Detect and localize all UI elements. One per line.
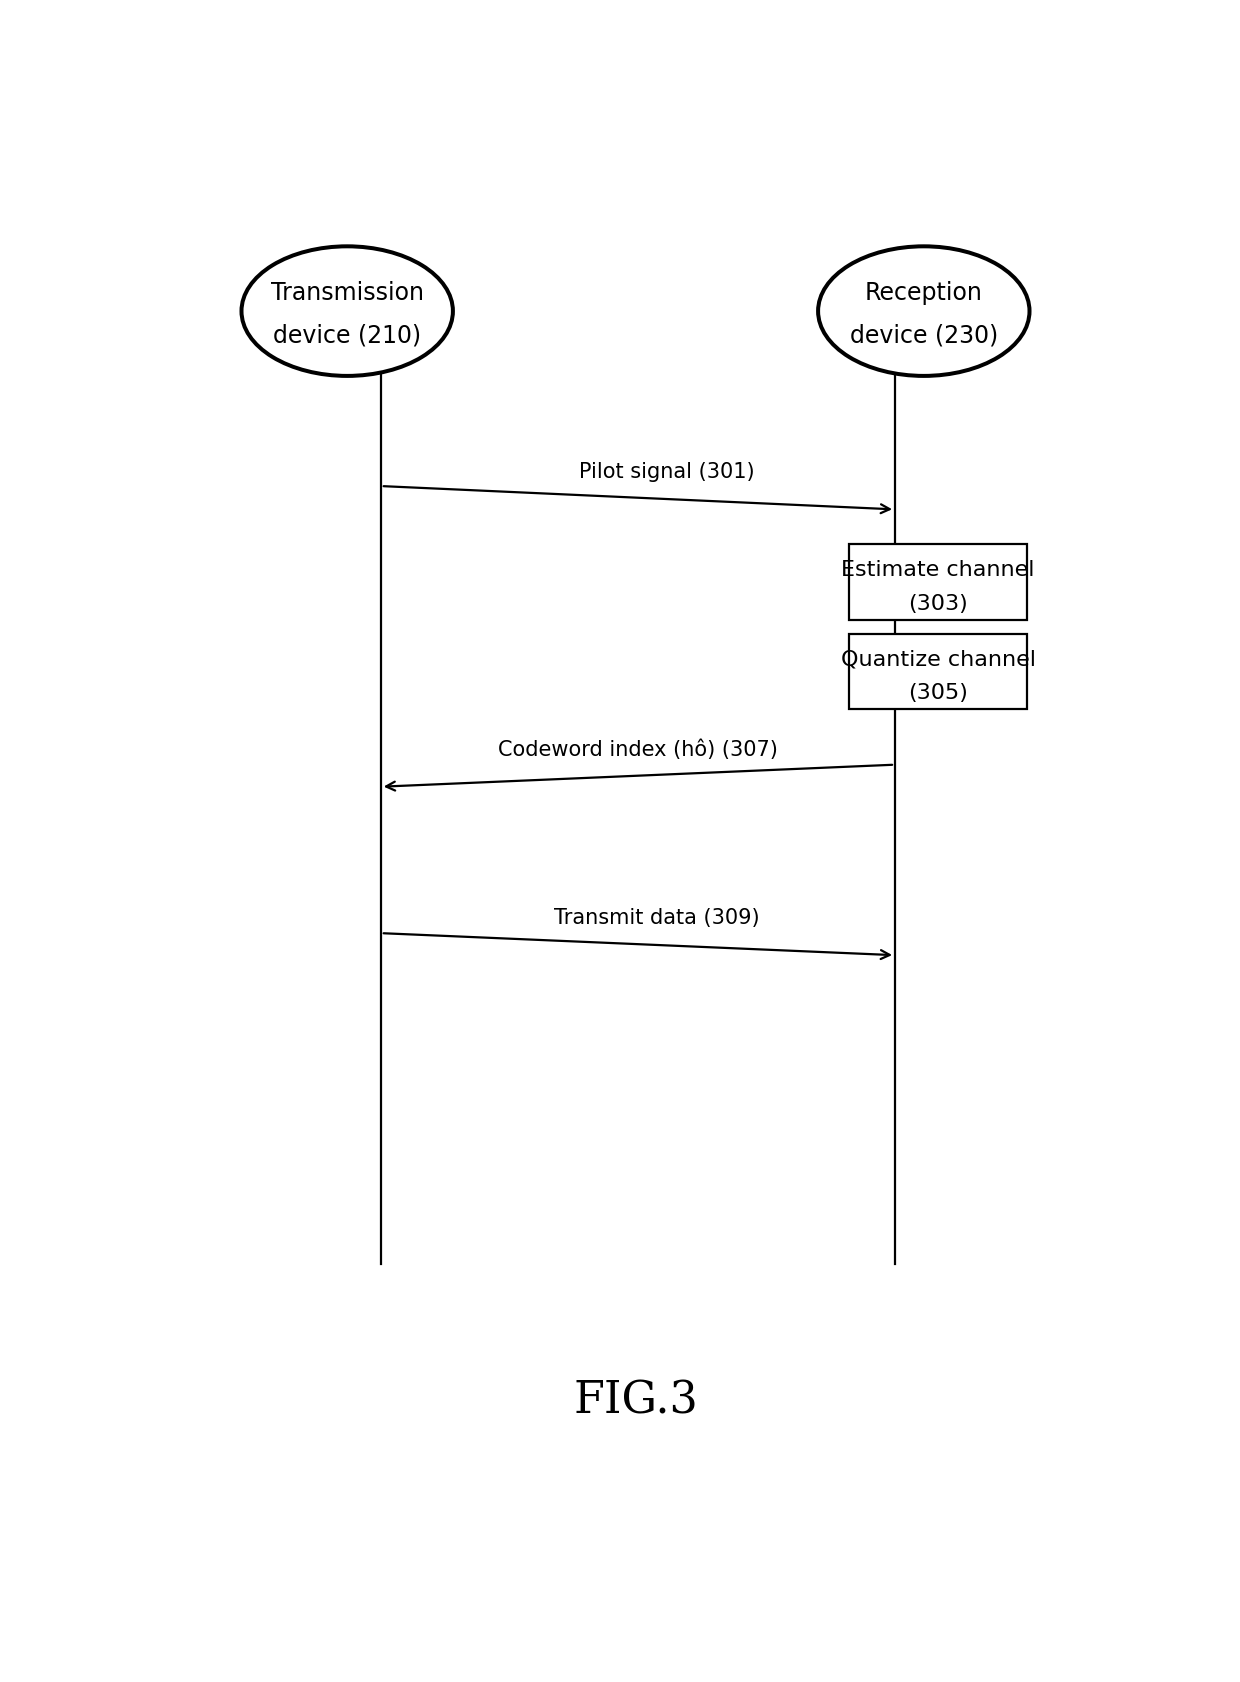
Text: Estimate channel: Estimate channel (842, 560, 1035, 580)
FancyBboxPatch shape (849, 545, 1027, 621)
Ellipse shape (818, 247, 1029, 377)
Text: Transmission: Transmission (270, 281, 424, 304)
Text: Reception: Reception (864, 281, 983, 304)
Text: Codeword index (hô) (307): Codeword index (hô) (307) (498, 738, 777, 759)
Text: Quantize channel: Quantize channel (841, 649, 1035, 669)
Text: Transmit data (309): Transmit data (309) (554, 908, 760, 928)
Ellipse shape (242, 247, 453, 377)
Text: device (230): device (230) (849, 323, 998, 346)
Text: (305): (305) (908, 683, 968, 703)
FancyBboxPatch shape (849, 634, 1027, 710)
Text: (303): (303) (909, 594, 968, 614)
Text: FIG.3: FIG.3 (573, 1378, 698, 1421)
Text: Pilot signal (301): Pilot signal (301) (579, 461, 755, 481)
Text: device (210): device (210) (273, 323, 422, 346)
